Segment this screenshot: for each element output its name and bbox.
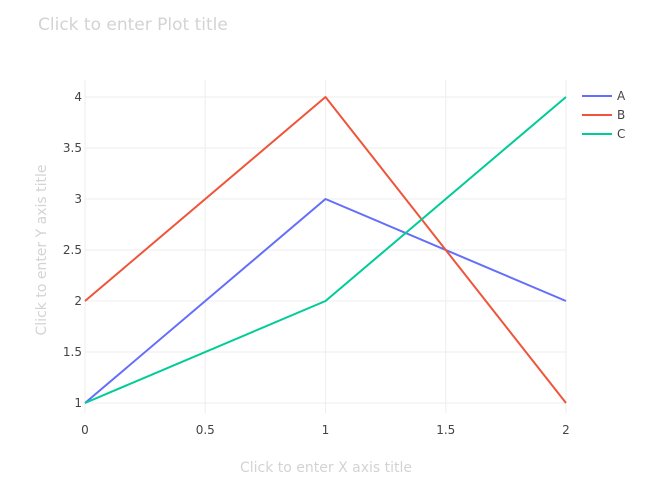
y-tick-label: 1 xyxy=(74,396,82,410)
y-tick-label: 3 xyxy=(74,192,82,206)
x-tick-label: 2 xyxy=(562,423,570,437)
y-tick-labels: 1 1.5 2 2.5 3 3.5 4 xyxy=(63,90,82,410)
series-lines xyxy=(84,96,567,404)
y-tick-label: 1.5 xyxy=(63,345,82,359)
y-tick-label: 4 xyxy=(74,90,82,104)
plot-title[interactable]: Click to enter Plot title xyxy=(38,15,228,35)
series-line-c[interactable] xyxy=(84,96,567,404)
x-tick-label: 1.5 xyxy=(436,423,455,437)
y-tick-label: 3.5 xyxy=(63,141,82,155)
y-tick-label: 2.5 xyxy=(63,243,82,257)
x-tick-label: 1 xyxy=(322,423,330,437)
x-tick-label: 0 xyxy=(81,423,89,437)
series-line-a[interactable] xyxy=(84,198,567,404)
y-tick-label: 2 xyxy=(74,294,82,308)
legend-label-c[interactable]: C xyxy=(617,127,625,141)
x-axis-title[interactable]: Click to enter X axis title xyxy=(240,460,412,476)
legend-label-a[interactable]: A xyxy=(617,89,626,103)
series-line-b[interactable] xyxy=(84,96,567,404)
legend: ABC xyxy=(582,89,626,141)
x-tick-label: 0.5 xyxy=(196,423,215,437)
x-tick-labels: 0 0.5 1 1.5 2 xyxy=(81,423,570,437)
y-axis-title[interactable]: Click to enter Y axis title xyxy=(34,165,50,336)
legend-label-b[interactable]: B xyxy=(617,108,625,122)
